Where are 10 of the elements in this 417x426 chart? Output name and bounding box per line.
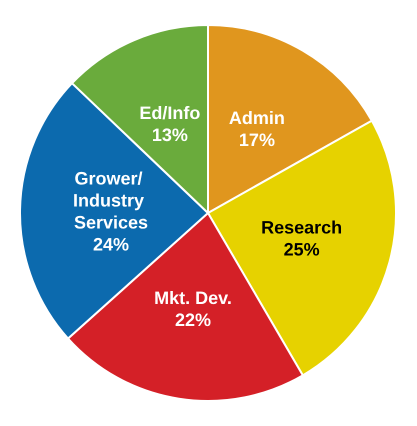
data-label: 24% bbox=[92, 234, 130, 254]
data-label: 17% bbox=[238, 130, 275, 150]
slice-label: Admin bbox=[228, 108, 285, 128]
data-label: 22% bbox=[174, 310, 211, 330]
slice-label: Grower/ Industry Services bbox=[73, 168, 150, 232]
data-label: 13% bbox=[152, 124, 188, 145]
slice-label: Mkt. Dev. bbox=[154, 288, 232, 308]
data-label: 25% bbox=[284, 239, 320, 260]
slice-label: Research bbox=[261, 217, 342, 238]
slice-label: Ed/Info bbox=[139, 102, 200, 123]
